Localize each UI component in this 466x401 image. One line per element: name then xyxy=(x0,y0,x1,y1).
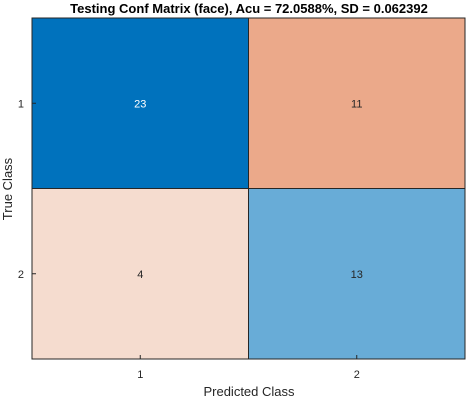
x-axis-label: Predicted Class xyxy=(203,384,295,399)
cell-value-r2-c2: 13 xyxy=(351,269,363,281)
x-tick-label: 1 xyxy=(137,369,143,381)
chart-title: Testing Conf Matrix (face), Acu = 72.058… xyxy=(70,1,428,16)
y-tick-label: 1 xyxy=(18,98,24,110)
plot-frame xyxy=(31,17,466,360)
x-tick-label: 2 xyxy=(354,369,360,381)
matrix-cell-labels: 23 11 4 13 xyxy=(134,98,363,281)
y-axis-ticks: 12 xyxy=(18,98,36,281)
matrix-cells xyxy=(31,17,466,360)
cell-value-r2-c1: 4 xyxy=(137,269,143,281)
matrix-cell-r1-c2 xyxy=(248,17,466,189)
cell-value-r1-c1: 23 xyxy=(134,98,146,110)
y-axis-label: True Class xyxy=(0,157,15,220)
cell-value-r1-c2: 11 xyxy=(351,98,362,110)
matrix-cell-r1-c1 xyxy=(31,17,249,189)
matrix-cell-r2-c1 xyxy=(31,188,249,360)
matrix-cell-r2-c2 xyxy=(248,188,466,360)
y-tick-label: 2 xyxy=(18,269,24,281)
